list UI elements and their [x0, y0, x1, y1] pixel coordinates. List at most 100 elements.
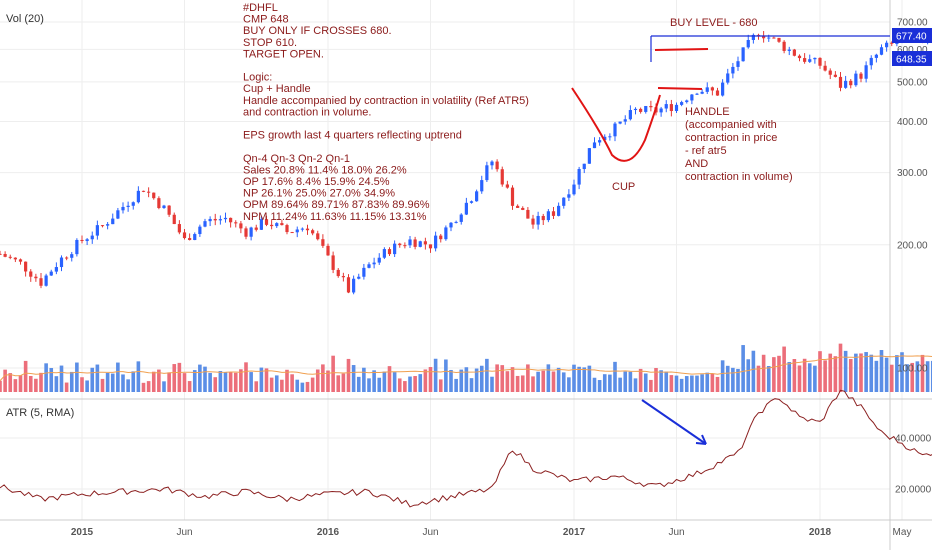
volume-bar [515, 375, 520, 392]
volume-bar [602, 374, 607, 392]
volume-bar [797, 365, 802, 392]
volume-bar [807, 363, 812, 392]
volume-bar [110, 373, 115, 392]
candle-body [577, 169, 581, 185]
candle-body [372, 262, 376, 265]
volume-bar [633, 378, 638, 392]
candle-body [321, 239, 325, 246]
volume-bar [551, 371, 556, 392]
price-tag-current-text: 648.35 [896, 55, 927, 66]
volume-bar [772, 357, 776, 392]
volume-bar [0, 380, 2, 392]
candle-body [44, 275, 48, 286]
volume-bar [331, 355, 335, 392]
cup-curve [571, 87, 661, 162]
volume-bar [433, 358, 438, 392]
volume-bar [556, 367, 561, 392]
candle-body [762, 35, 766, 39]
candle-body [797, 55, 802, 59]
candle-body [367, 264, 371, 268]
volume-bar [141, 382, 146, 392]
candle-body [633, 108, 638, 111]
volume-bar [608, 374, 612, 392]
volume-bar [423, 369, 428, 392]
candle-body [398, 243, 402, 246]
candle-body [787, 49, 791, 51]
candle-body [690, 94, 694, 101]
volume-bar [818, 351, 822, 392]
candle-body [172, 214, 176, 225]
candle-body [336, 269, 340, 277]
volume-bar [295, 379, 300, 392]
candle-body [803, 58, 807, 62]
candle-body [736, 61, 740, 67]
candle-body [859, 73, 863, 79]
volume-bar [823, 360, 827, 392]
volume-bar [305, 381, 310, 392]
candle-body [490, 161, 494, 166]
note-line: NP 26.1% 25.0% 27.0% 34.9% [243, 188, 395, 200]
volume-bar [731, 367, 735, 392]
candle-body [387, 249, 392, 255]
volume-bar [228, 372, 233, 392]
candle-body [521, 207, 525, 210]
handle-note-line: HANDLE [685, 106, 730, 118]
candle-body [705, 87, 709, 92]
candle-body [639, 108, 643, 112]
candle-body [674, 104, 679, 112]
price-axis: 700.00 600.00 500.00 400.00 300.00 200.00 100.… [897, 18, 928, 375]
volume-bar [848, 359, 853, 392]
note-line: EPS growth last 4 quarters reflecting up… [243, 130, 462, 142]
candle-body [469, 201, 474, 203]
candle-body [131, 202, 135, 206]
candle-body [551, 211, 556, 216]
volume-bar [623, 371, 628, 392]
candle-body [531, 218, 535, 225]
candle-body [444, 227, 448, 240]
candle-body [75, 239, 79, 255]
candle-body [710, 87, 714, 91]
price-tick-label: 700.00 [897, 18, 928, 29]
volume-bar [382, 371, 387, 392]
volume-bar [64, 382, 69, 392]
volume-bar [787, 362, 792, 392]
volume-bar [351, 365, 356, 392]
candle-body [223, 217, 228, 220]
note-line: #DHFL [243, 2, 278, 14]
volume-bar [13, 379, 18, 392]
volume-bar [920, 354, 925, 392]
candle-body [500, 169, 504, 185]
candle-body [510, 187, 515, 206]
volume-bar [54, 376, 59, 392]
volume-bar [254, 381, 259, 392]
volume-bar [725, 365, 730, 392]
atr-pane-label: ATR (5, RMA) [6, 407, 74, 419]
volume-bar [618, 377, 622, 392]
time-tick-label: Jun [668, 527, 684, 538]
volume-bar [162, 381, 166, 392]
volume-bar [874, 360, 879, 392]
time-tick-label: May [893, 527, 912, 538]
volume-bar [895, 355, 899, 392]
candle-body [664, 104, 668, 109]
candle-body [377, 257, 381, 263]
candle-body [0, 253, 2, 255]
volume-bar [838, 343, 843, 392]
candle-body [772, 37, 776, 39]
volume-bar [869, 354, 874, 392]
note-line: Qn-4 Qn-3 Qn-2 Qn-1 [243, 153, 350, 165]
note-line: STOP 610. [243, 37, 297, 49]
note-line: Sales 20.8% 11.4% 18.0% 26.2% [243, 164, 407, 176]
candle-body [264, 219, 269, 225]
time-tick-label: 2017 [563, 527, 586, 538]
candle-body [562, 197, 566, 206]
candle-body [65, 257, 69, 259]
volume-bar [157, 369, 161, 392]
grid [0, 0, 903, 520]
handle-note-line: AND [685, 158, 708, 170]
volume-bar [485, 358, 489, 392]
candle-body [669, 104, 673, 112]
volume-bar [392, 372, 397, 392]
candle-body [357, 276, 361, 279]
volume-bar [587, 365, 592, 392]
